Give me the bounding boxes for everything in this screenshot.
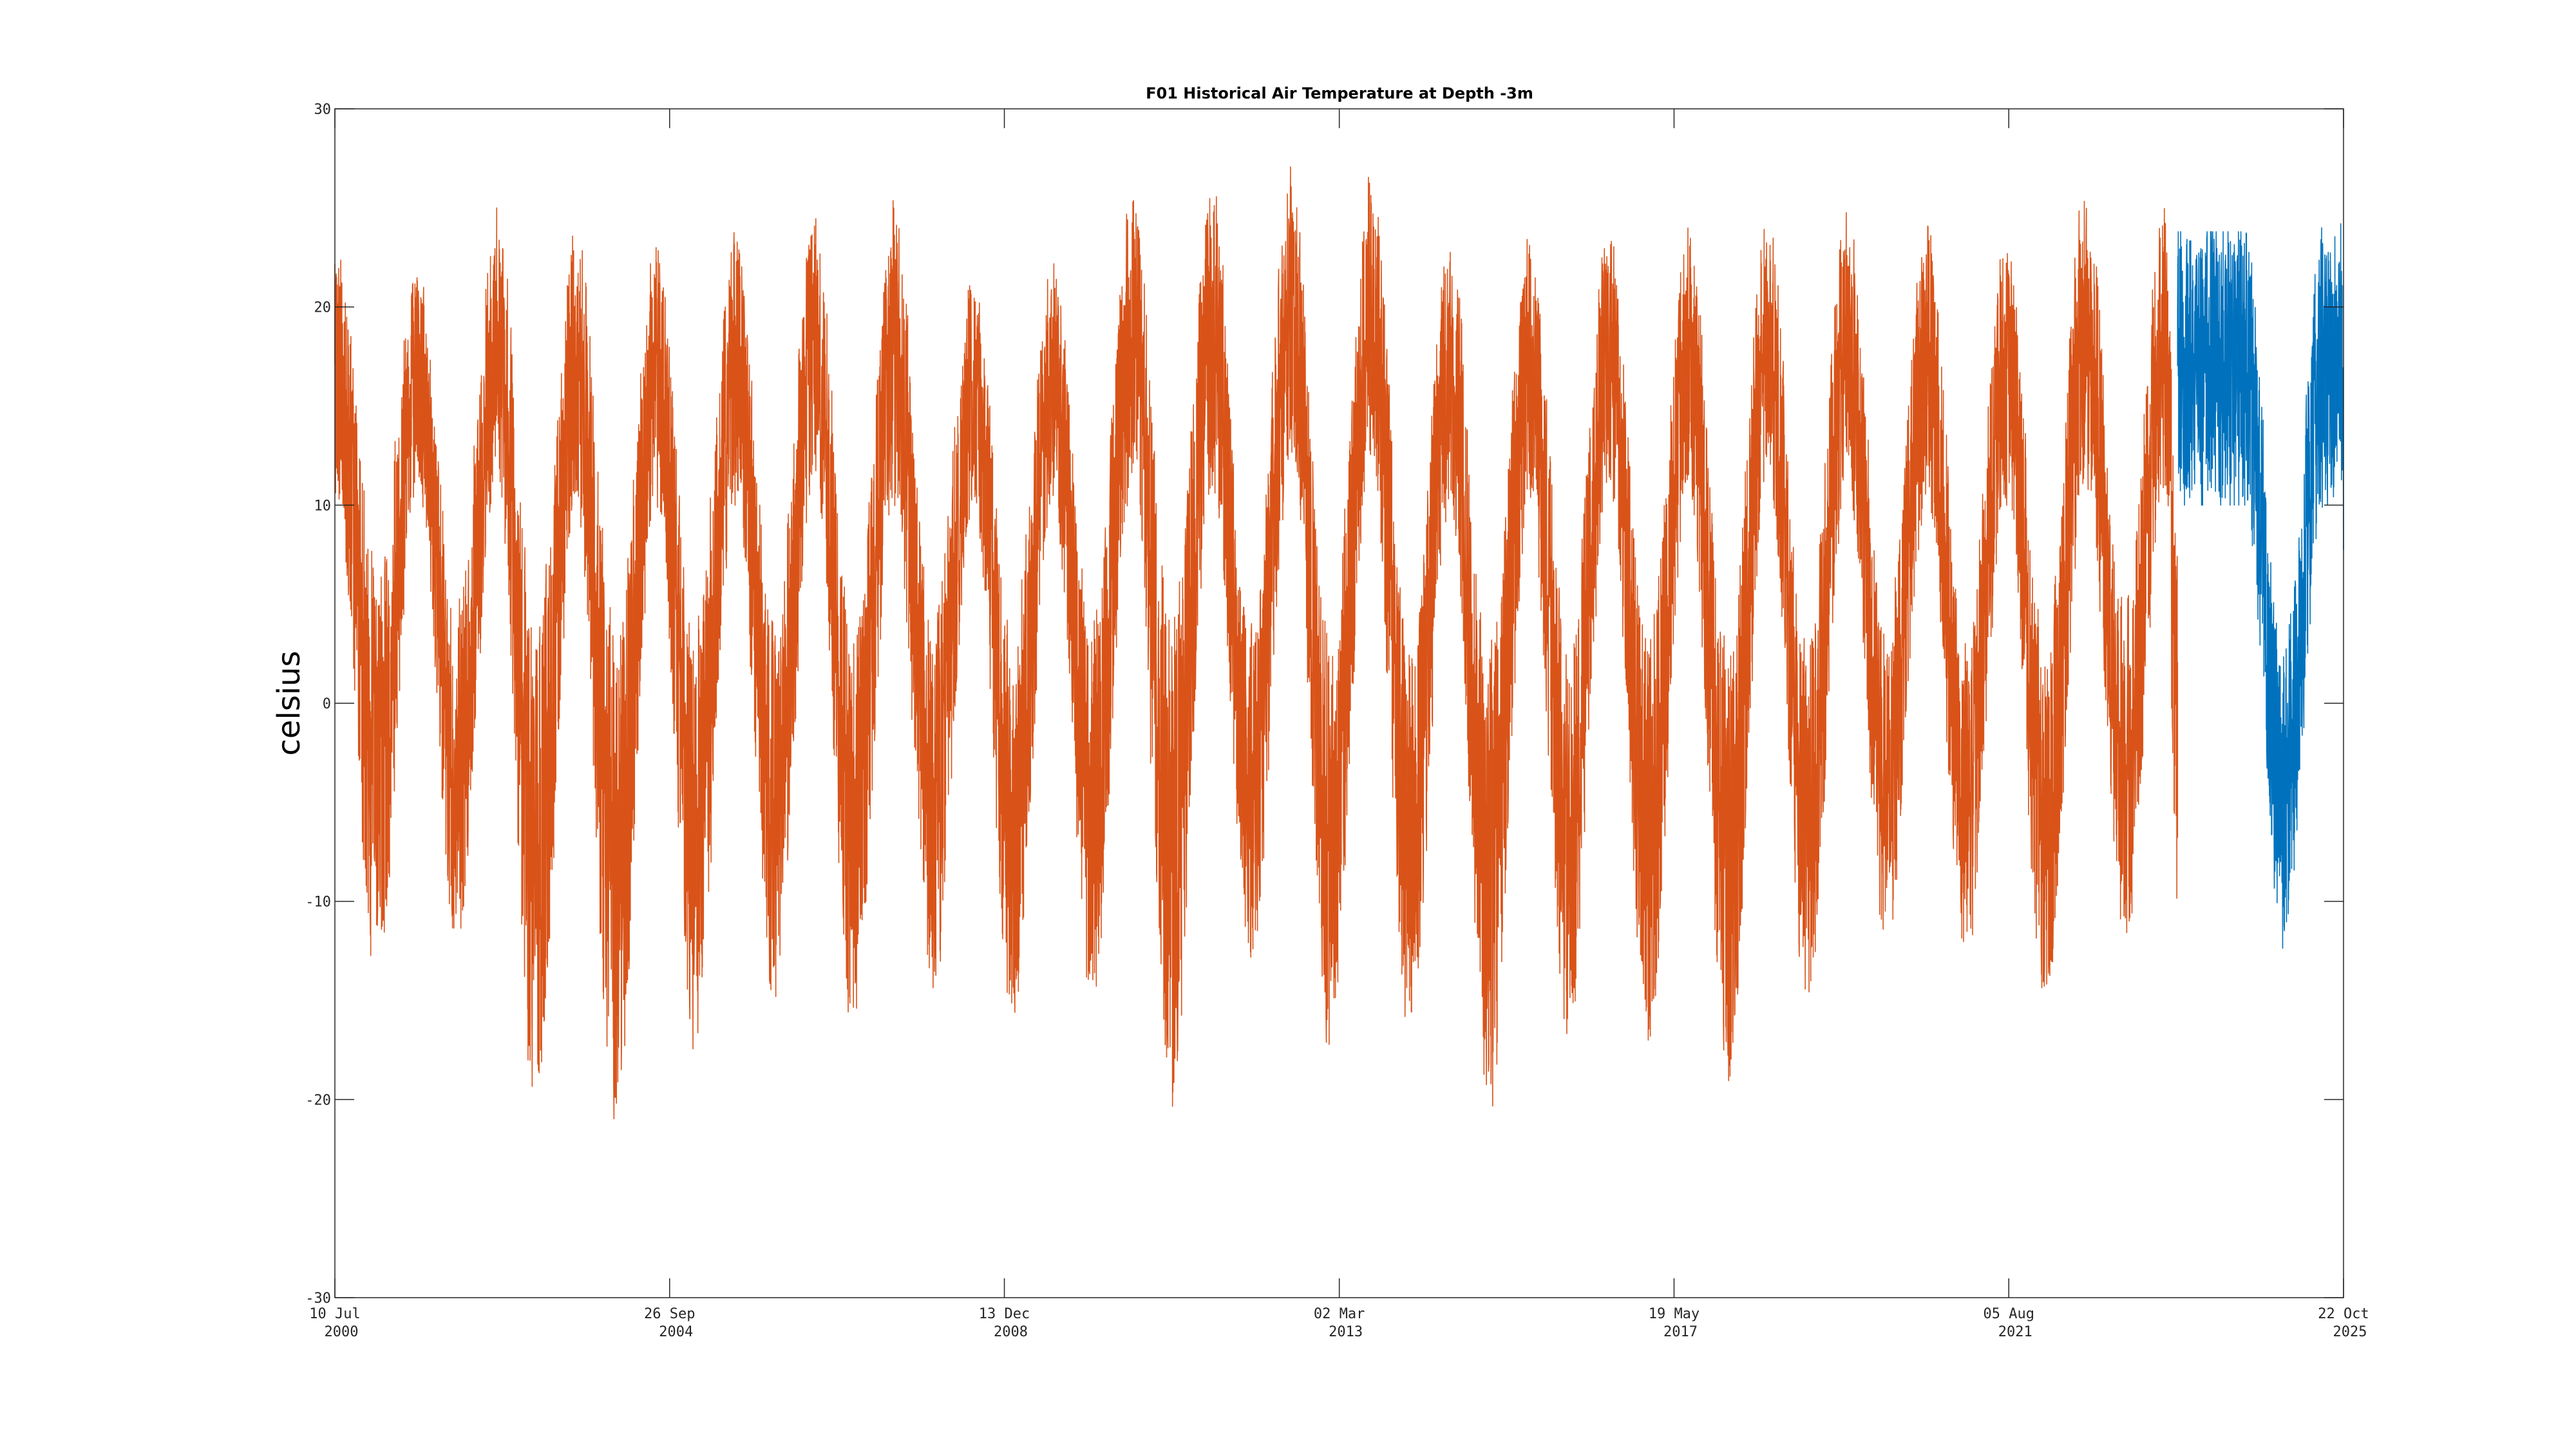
- x-tick-label: 19 May 2017: [1649, 1306, 1700, 1340]
- chart-title: F01 Historical Air Temperature at Depth …: [1146, 84, 1533, 102]
- tick-layer: 10 Jul 2000 26 Sep 2004 13 Dec 2008 02 Mar 2013…: [305, 102, 2369, 1340]
- x-tick-label: 02 Mar 2013: [1314, 1306, 1365, 1340]
- y-axis-label: celsius: [271, 650, 307, 755]
- x-tick-label: 26 Sep 2004: [644, 1306, 695, 1340]
- y-tick-label: -10: [305, 895, 331, 911]
- series-layer: [334, 166, 2344, 1120]
- series-line-1: [334, 166, 2179, 1120]
- series-line-2: [2177, 223, 2344, 949]
- x-tick-label: 10 Jul 2000: [309, 1306, 360, 1340]
- y-tick-label: 30: [314, 102, 332, 118]
- x-tick-label: 22 Oct 2025: [2318, 1306, 2369, 1340]
- y-tick-label: 10: [314, 498, 332, 514]
- y-tick-label: -20: [305, 1092, 331, 1108]
- y-tick-label: 20: [314, 300, 332, 316]
- y-tick-label: 0: [323, 696, 331, 712]
- x-tick-label: 05 Aug 2021: [1983, 1306, 2034, 1340]
- y-tick-label: -30: [305, 1291, 331, 1307]
- x-tick-label: 13 Dec 2008: [979, 1306, 1030, 1340]
